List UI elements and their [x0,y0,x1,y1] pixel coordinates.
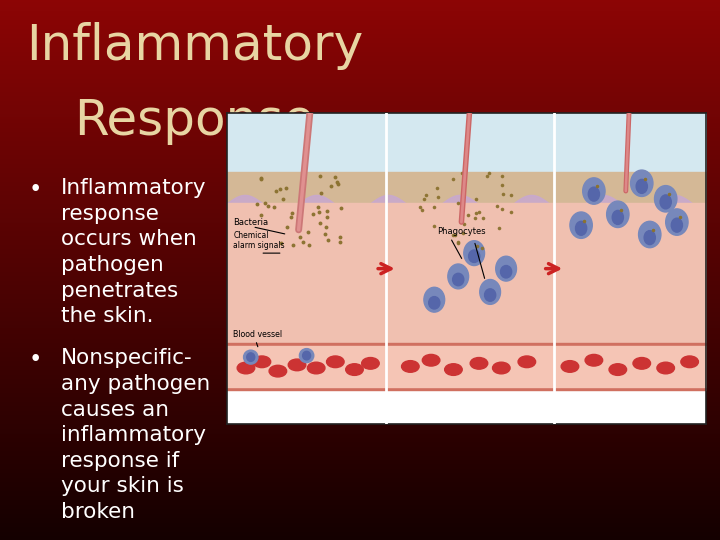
Ellipse shape [631,170,653,197]
Ellipse shape [424,287,445,312]
Ellipse shape [609,364,626,375]
Ellipse shape [470,357,487,369]
Ellipse shape [588,187,600,201]
Text: Response: Response [74,97,315,145]
Ellipse shape [636,179,647,193]
Ellipse shape [253,356,271,368]
Ellipse shape [492,362,510,374]
Ellipse shape [570,212,593,238]
Ellipse shape [644,231,655,245]
Ellipse shape [657,362,675,374]
Ellipse shape [496,256,516,281]
Text: Inflammatory: Inflammatory [26,22,363,70]
Ellipse shape [612,211,624,225]
Ellipse shape [575,221,587,235]
Ellipse shape [288,359,306,371]
Ellipse shape [639,221,661,248]
Ellipse shape [243,350,258,364]
Text: Bacteria: Bacteria [233,218,269,227]
Ellipse shape [307,362,325,374]
Ellipse shape [582,178,605,204]
Ellipse shape [469,250,480,262]
Ellipse shape [671,218,683,232]
Ellipse shape [633,357,651,369]
Ellipse shape [423,354,440,366]
Text: Chemical
alarm signals: Chemical alarm signals [233,231,285,251]
Ellipse shape [464,241,485,266]
Ellipse shape [585,354,603,366]
Ellipse shape [660,195,671,209]
Text: Inflammatory
response
occurs when
pathogen
penetrates
the skin.: Inflammatory response occurs when pathog… [61,178,207,326]
Ellipse shape [445,364,462,375]
Ellipse shape [448,264,469,289]
Ellipse shape [302,352,310,360]
Ellipse shape [361,357,379,369]
Ellipse shape [561,361,579,372]
Ellipse shape [428,296,440,309]
Ellipse shape [485,289,496,301]
Ellipse shape [346,364,364,375]
Ellipse shape [518,356,536,368]
Ellipse shape [607,201,629,227]
Ellipse shape [402,361,419,372]
Ellipse shape [681,356,698,368]
Ellipse shape [666,209,688,235]
Ellipse shape [654,186,677,212]
Ellipse shape [327,356,344,368]
Text: •: • [29,348,42,372]
Ellipse shape [480,280,500,305]
Text: Phagocytes: Phagocytes [438,227,486,237]
Ellipse shape [300,349,314,362]
Ellipse shape [237,362,255,374]
Text: Blood vessel: Blood vessel [233,330,282,339]
Ellipse shape [453,273,464,286]
Text: •: • [29,178,42,201]
Ellipse shape [269,365,287,377]
Ellipse shape [500,266,512,278]
Ellipse shape [247,353,255,361]
Text: Nonspecific-
any pathogen
causes an
inflammatory
response if
your skin is
broken: Nonspecific- any pathogen causes an infl… [61,348,210,522]
